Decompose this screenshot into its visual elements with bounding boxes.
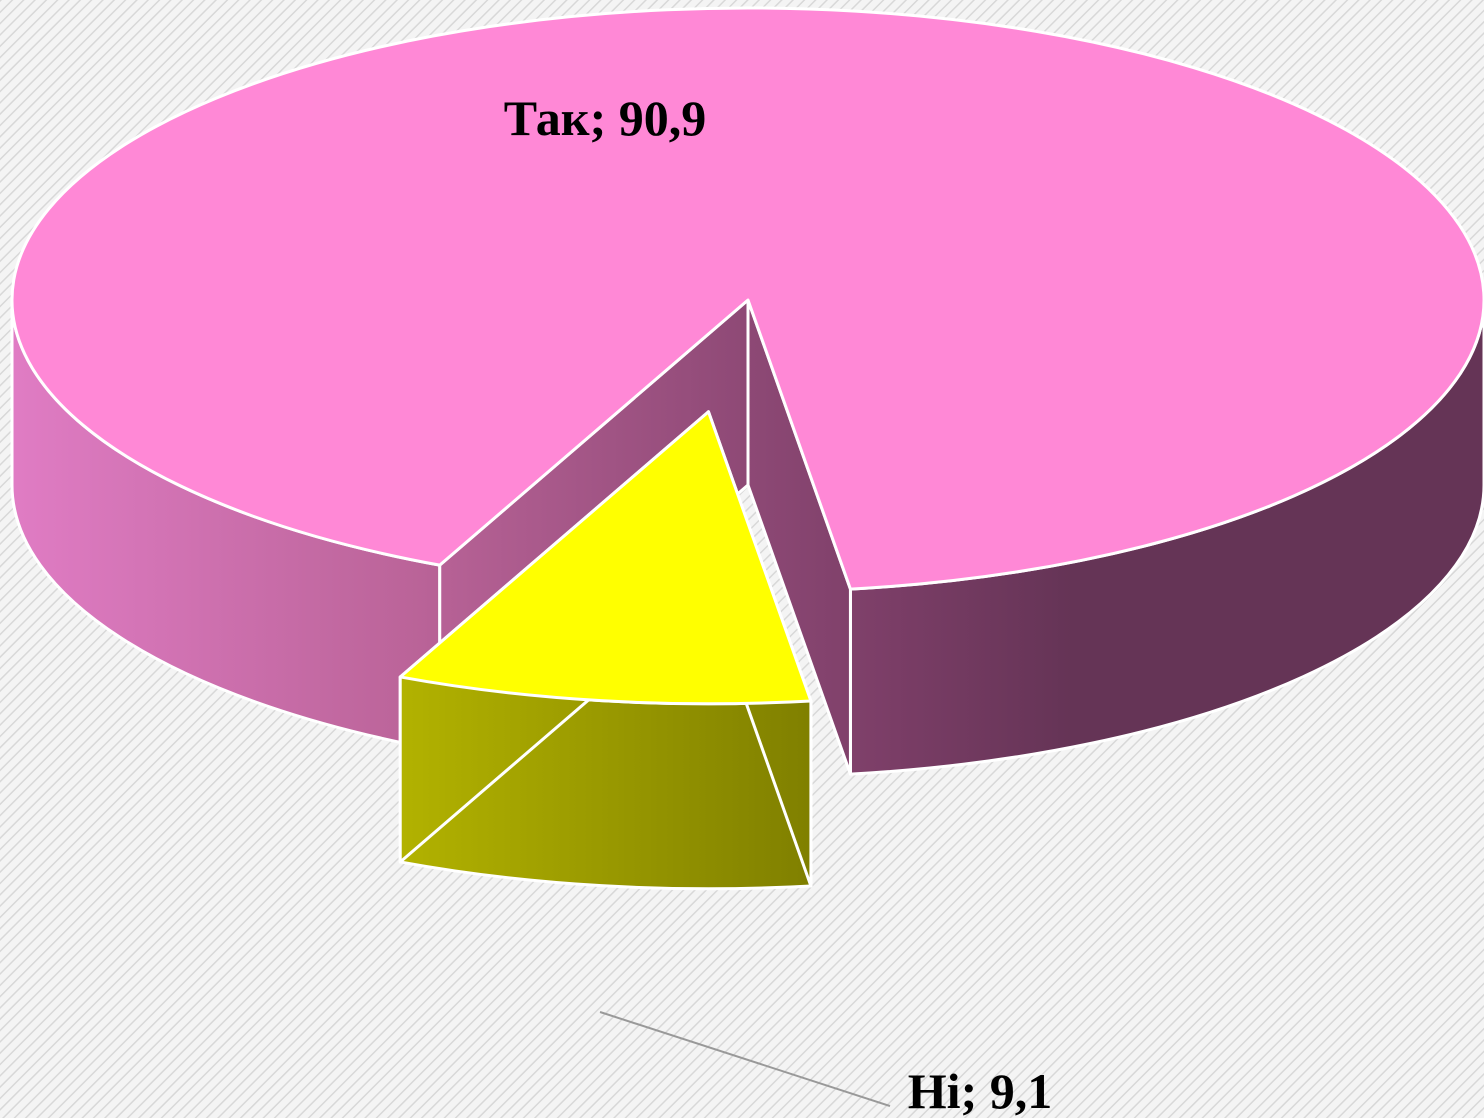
slice (10, 6, 1484, 591)
data-label: Ні; 9,1 (908, 1063, 1052, 1118)
slice (398, 410, 813, 706)
data-label: Так; 90,9 (504, 90, 707, 146)
leader-line (599, 1011, 891, 1107)
pie (10, 6, 1484, 891)
